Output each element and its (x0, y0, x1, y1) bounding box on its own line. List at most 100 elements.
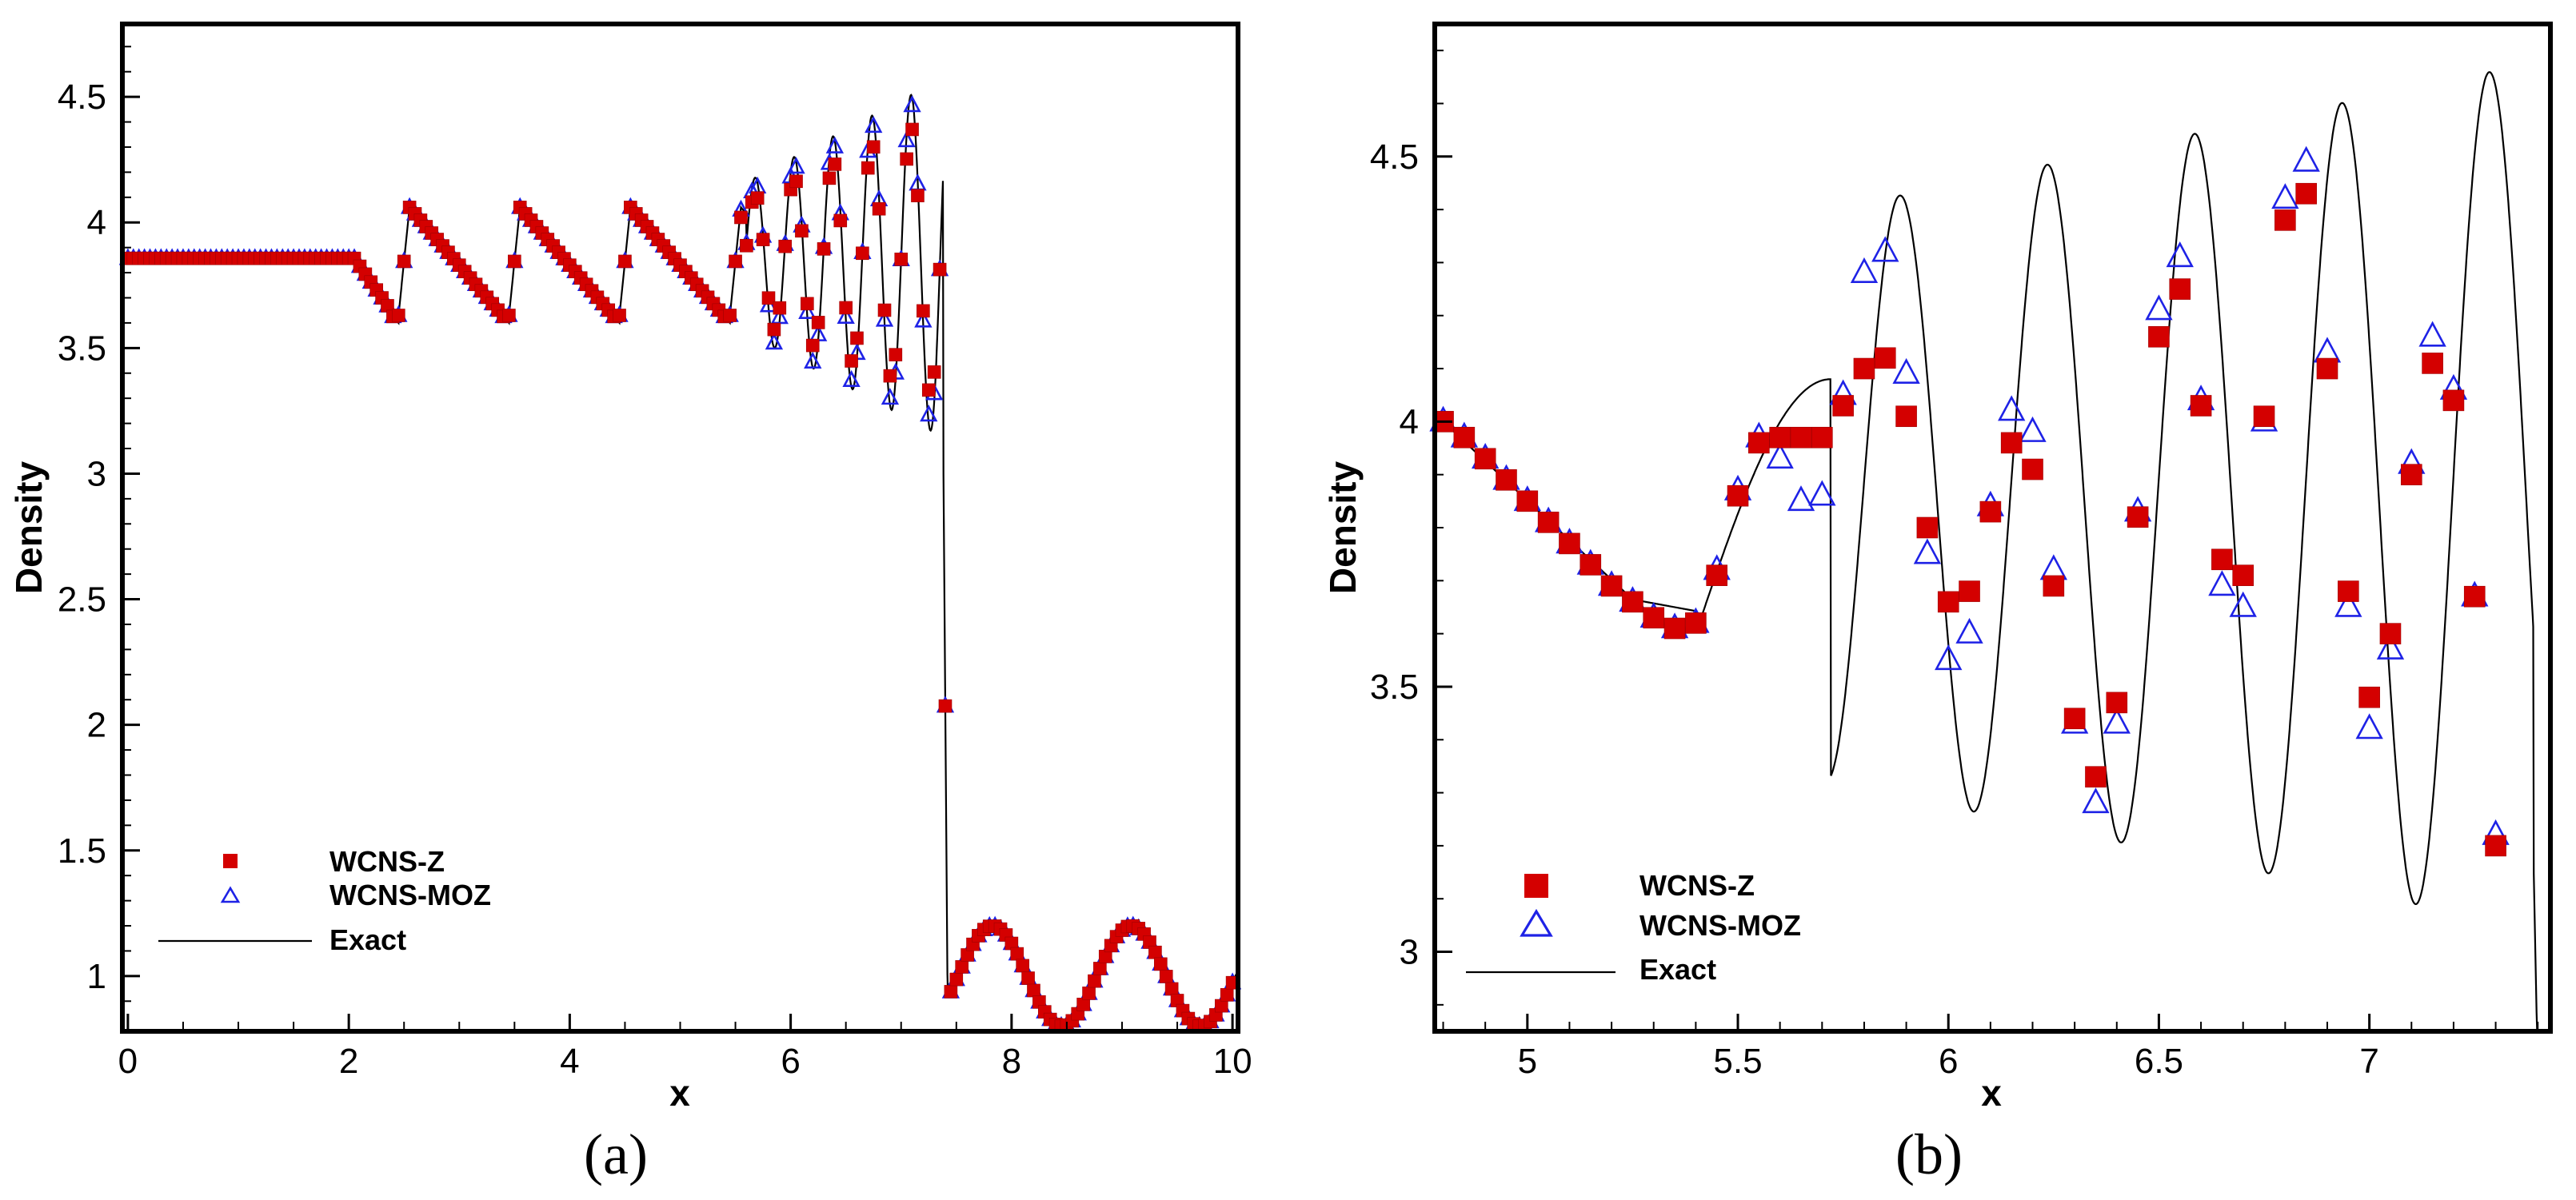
x-tick-label: 5 (1518, 1042, 1537, 1081)
wcns-z-point (2253, 405, 2275, 428)
wcns-z-point (866, 140, 881, 154)
wcns-z-point (2211, 548, 2233, 571)
wcns-z-point (1093, 962, 1107, 975)
legend-wcns-moz-marker (220, 886, 241, 903)
panel-a-legend: WCNS-Z WCNS-MOZ Exact (158, 845, 491, 956)
wcns-z-point (1220, 988, 1234, 1002)
exact-line-a (122, 94, 1240, 1027)
wcns-z-point (1027, 983, 1040, 998)
wcns-z-point (1916, 516, 1939, 539)
wcns-z-point (1159, 970, 1173, 983)
wcns-z-point (1937, 591, 1959, 613)
x-tick-label: 6.5 (2135, 1042, 2183, 1081)
panel-a: 0 2 4 6 8 10 1 1.5 2 2.5 3 3.5 4 4.5 x Density WCNS-… (8, 22, 1252, 1186)
panel-b-wcns-moz-markers (1429, 146, 2510, 845)
wcns-moz-point (842, 369, 861, 388)
y-tick-label: 3.5 (1370, 668, 1419, 707)
legend-exact-label-b: Exact (1639, 953, 1716, 986)
wcns-z-point (911, 189, 925, 202)
wcns-z-point (2085, 766, 2107, 787)
wcns-z-point (729, 254, 742, 269)
x-tick-label: 2 (339, 1042, 358, 1081)
wcns-z-point (811, 316, 825, 329)
wcns-z-point (894, 253, 909, 266)
wcns-z-point (734, 210, 748, 225)
wcns-moz-point (914, 310, 933, 328)
wcns-z-point (1088, 974, 1101, 988)
wcns-z-point (2274, 209, 2296, 231)
panel-a-exact-curve (122, 94, 1240, 1027)
wcns-z-point (2463, 585, 2486, 608)
wcns-z-point (1154, 957, 1168, 971)
wcns-z-point (845, 354, 858, 368)
wcns-z-point (1453, 426, 1476, 449)
wcns-z-point (740, 238, 753, 253)
wcns-moz-point (865, 116, 883, 134)
wcns-z-point (1021, 971, 1035, 985)
wcns-z-point (391, 309, 405, 322)
wcns-z-point (921, 383, 936, 397)
wcns-z-point (2232, 564, 2254, 586)
wcns-z-point (756, 233, 770, 246)
wcns-z-point (877, 303, 892, 317)
wcns-z-point (2106, 692, 2128, 714)
wcns-z-point (889, 348, 903, 361)
wcns-z-point (2000, 432, 2023, 454)
panel-a-plot-frame (120, 22, 1240, 1034)
wcns-z-point (2169, 278, 2191, 300)
wcns-moz-point (787, 157, 805, 174)
wcns-z-point (1076, 998, 1090, 1011)
y-tick-label: 3 (87, 454, 106, 493)
wcns-moz-point (1913, 538, 1942, 564)
y-tick-label: 4.5 (58, 78, 106, 117)
wcns-moz-point (897, 130, 916, 148)
wcns-z-point (397, 254, 411, 269)
wcns-moz-point (1808, 480, 1836, 506)
wcns-z-point (1580, 554, 1602, 576)
y-tick-label: 3.5 (58, 329, 106, 368)
wcns-z-point (883, 369, 897, 383)
wcns-z-point (2043, 575, 2065, 597)
legend-exact-label: Exact (329, 923, 406, 956)
wcns-z-point (1663, 617, 1686, 640)
wcns-z-point (2379, 623, 2402, 644)
y-tick-label: 2 (87, 706, 106, 745)
wcns-z-point (1010, 947, 1024, 961)
wcns-z-point (1600, 575, 1623, 597)
wcns-z-point (2358, 686, 2380, 708)
wcns-z-point (1685, 612, 1707, 634)
wcns-z-point (2400, 464, 2422, 485)
wcns-z-point (502, 309, 516, 322)
wcns-z-point (2148, 325, 2170, 348)
panel-b-x-axis: 5 5.5 6 6.5 7 (1442, 1014, 2539, 1081)
wcns-z-point (1895, 405, 1917, 428)
wcns-z-point (1727, 484, 1749, 507)
legend-wcns-moz-label: WCNS-MOZ (329, 879, 491, 911)
wcns-z-point (1516, 490, 1539, 512)
wcns-z-point (2485, 835, 2506, 857)
exact-line-b (1434, 71, 2545, 1033)
wcns-moz-point (920, 405, 938, 422)
wcns-z-point (767, 322, 781, 337)
wcns-z-point (1643, 607, 1665, 629)
legend-wcns-moz-marker-b (1520, 908, 1553, 937)
wcns-moz-point (2019, 416, 2047, 442)
wcns-z-point (900, 152, 913, 166)
wcns-moz-point (825, 136, 845, 153)
wcns-z-point (905, 122, 919, 137)
wcns-z-point (817, 242, 831, 256)
wcns-moz-point (2418, 321, 2446, 347)
y-tick-label: 2.5 (58, 580, 106, 620)
panel-a-wcns-z-markers (121, 122, 1240, 1033)
x-tick-label: 6 (781, 1042, 800, 1081)
panel-b-wcns-z-markers (1432, 182, 2506, 857)
wcns-z-point (856, 246, 869, 261)
wcns-z-point (2127, 506, 2149, 528)
wcns-z-point (1853, 357, 1875, 380)
wcns-moz-point (881, 388, 900, 405)
wcns-z-point (1979, 500, 2002, 523)
x-tick-label: 8 (1002, 1042, 1021, 1081)
wcns-moz-point (798, 301, 817, 319)
wcns-moz-point (903, 95, 921, 113)
